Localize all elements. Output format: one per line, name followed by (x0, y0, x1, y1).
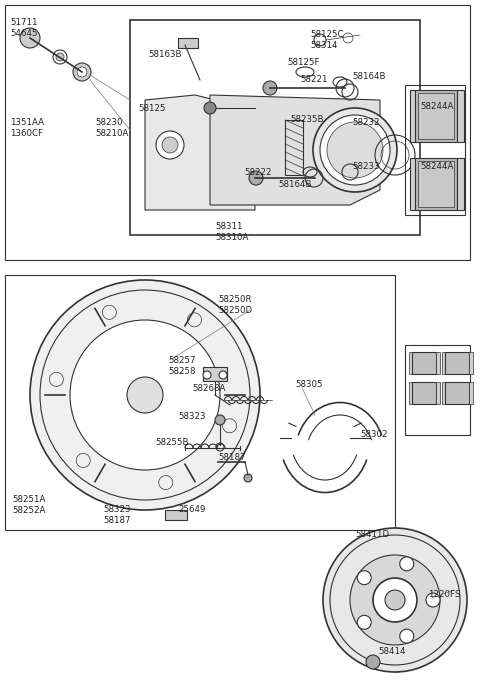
Bar (442, 382, 446, 404)
Text: 58232: 58232 (352, 118, 380, 127)
Circle shape (327, 122, 383, 178)
Text: 58164B: 58164B (352, 72, 385, 81)
Bar (445, 352, 469, 374)
Text: 58323
58187: 58323 58187 (103, 505, 131, 525)
Bar (436, 352, 440, 374)
Bar (178, 38, 198, 48)
Bar (165, 510, 187, 520)
Text: 58311
58310A: 58311 58310A (215, 222, 248, 242)
Text: 58414: 58414 (378, 647, 406, 656)
Circle shape (366, 655, 380, 669)
Text: 58187: 58187 (218, 453, 245, 462)
Text: 58257
58258: 58257 58258 (168, 356, 195, 376)
Bar (418, 93, 454, 139)
Circle shape (350, 555, 440, 645)
Circle shape (219, 371, 227, 379)
Circle shape (357, 571, 371, 585)
Text: 58221: 58221 (300, 75, 327, 84)
Circle shape (77, 67, 87, 77)
Text: 58125: 58125 (138, 104, 166, 113)
Text: 1351AA
1360CF: 1351AA 1360CF (10, 118, 44, 138)
Bar (457, 158, 464, 210)
Text: 58125F: 58125F (287, 58, 320, 67)
Circle shape (249, 171, 263, 185)
Circle shape (203, 371, 211, 379)
Text: 58255B: 58255B (155, 438, 189, 447)
Bar (436, 382, 440, 404)
Circle shape (70, 320, 220, 470)
Circle shape (204, 102, 216, 114)
Bar (405, 85, 465, 215)
Polygon shape (145, 95, 255, 210)
Bar (409, 382, 413, 404)
Bar (410, 90, 417, 142)
Bar (469, 352, 473, 374)
Circle shape (162, 137, 178, 153)
Text: 58251A
58252A: 58251A 58252A (12, 495, 46, 515)
Circle shape (320, 115, 390, 185)
Bar (5, 5, 470, 260)
Text: 58244A: 58244A (420, 102, 454, 111)
Bar (285, 120, 303, 175)
Text: 51711
54645: 51711 54645 (10, 18, 37, 38)
Text: 25649: 25649 (178, 505, 205, 514)
Text: 58163B: 58163B (148, 50, 181, 59)
Circle shape (215, 415, 225, 425)
Bar (405, 345, 470, 435)
Circle shape (56, 53, 64, 61)
Bar (418, 161, 454, 207)
Bar (203, 367, 227, 381)
Text: 58268A: 58268A (192, 384, 226, 393)
Circle shape (73, 63, 91, 81)
Text: 58250R
58250D: 58250R 58250D (218, 295, 252, 315)
Circle shape (400, 629, 414, 643)
Bar (415, 158, 457, 210)
Circle shape (156, 131, 184, 159)
Bar (415, 90, 457, 142)
Bar (442, 352, 446, 374)
Bar (469, 382, 473, 404)
Bar (457, 90, 464, 142)
Text: 58125C
58314: 58125C 58314 (310, 30, 344, 50)
Circle shape (263, 81, 277, 95)
Text: 58230
58210A: 58230 58210A (95, 118, 128, 138)
Text: 58305: 58305 (295, 380, 323, 389)
Text: 58411D: 58411D (355, 530, 389, 539)
Bar (5, 275, 395, 530)
Circle shape (30, 280, 260, 510)
Bar (410, 158, 417, 210)
Circle shape (313, 108, 397, 192)
Circle shape (20, 28, 40, 48)
Circle shape (323, 528, 467, 672)
Polygon shape (210, 95, 380, 205)
Text: 58235B: 58235B (290, 115, 324, 124)
Bar (412, 352, 436, 374)
Text: 58302: 58302 (360, 430, 387, 439)
Circle shape (127, 377, 163, 413)
Text: 58164B: 58164B (278, 180, 312, 189)
Bar (409, 352, 413, 374)
Text: 58233: 58233 (352, 162, 380, 171)
Text: 58323: 58323 (178, 412, 205, 421)
Bar (130, 20, 420, 235)
Text: 58244A: 58244A (420, 162, 454, 171)
Bar (445, 382, 469, 404)
Circle shape (400, 557, 414, 571)
Text: 1220FS: 1220FS (428, 590, 460, 599)
Text: 58222: 58222 (244, 168, 272, 177)
Bar (412, 382, 436, 404)
Circle shape (244, 474, 252, 482)
Circle shape (357, 616, 371, 629)
Circle shape (385, 590, 405, 610)
Circle shape (426, 593, 440, 607)
Circle shape (373, 578, 417, 622)
